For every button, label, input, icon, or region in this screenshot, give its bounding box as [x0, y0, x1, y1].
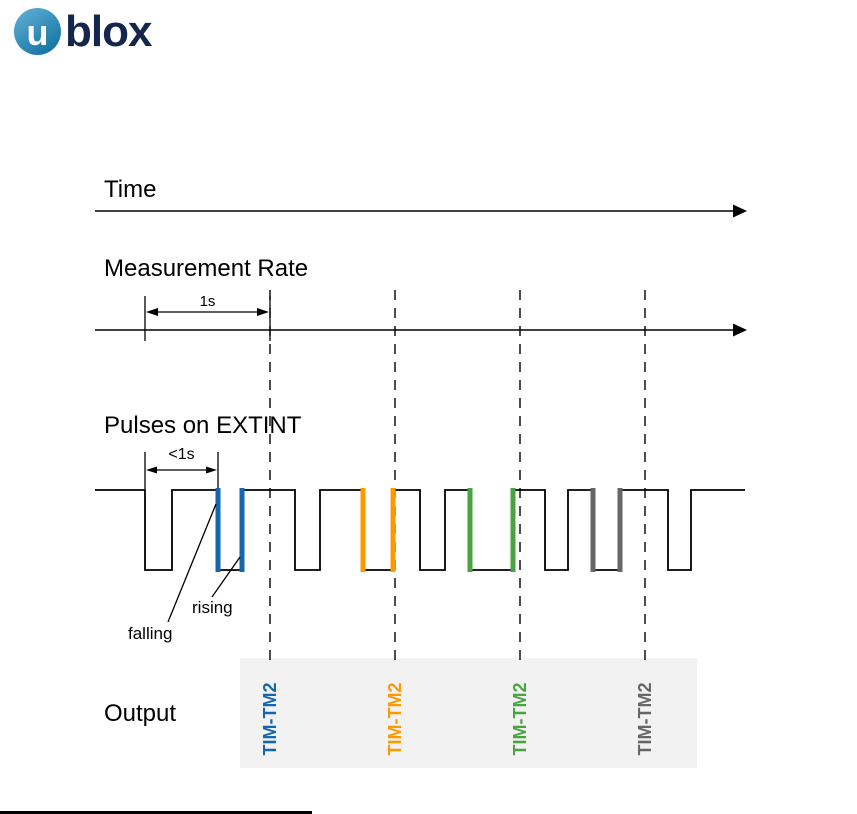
sub-second-right-arrowhead-icon [206, 466, 217, 474]
output-band [240, 658, 697, 768]
sub-second-left-arrowhead-icon [146, 466, 157, 474]
one-second-dimension-arrow [146, 308, 269, 316]
rising-leader-line [211, 556, 241, 598]
output-marker-tim-tm2-1: TIM-TM2 [260, 682, 280, 756]
highlighted-pulse-edges [215, 488, 623, 572]
output-marker-tim-tm2-4: TIM-TM2 [635, 682, 655, 756]
pulses-on-extint-label: Pulses on EXTINT [104, 412, 302, 439]
edge-leader-lines [167, 503, 241, 623]
output-marker-tim-tm2-2: TIM-TM2 [385, 682, 405, 756]
sub-second-dimension-arrow [144, 452, 219, 489]
time-arrowhead-icon [733, 204, 747, 218]
page-bottom-rule [0, 811, 312, 814]
ublox-logo-wordmark: blox [65, 7, 152, 56]
time-axis-arrow [95, 204, 747, 218]
falling-leader-line [167, 503, 217, 623]
one-second-right-arrowhead-icon [257, 308, 269, 316]
one-second-interval-label: 1s [199, 293, 216, 310]
ublox-logo-letter: u [26, 12, 49, 53]
one-second-left-arrowhead-icon [146, 308, 158, 316]
sub-second-interval-label: <1s [168, 446, 195, 463]
measurement-rate-label: Measurement Rate [104, 255, 309, 282]
time-label: Time [104, 176, 157, 203]
falling-edge-label: falling [128, 624, 173, 643]
epoch-dashed-lines [269, 290, 646, 668]
measurement-rate-arrow [95, 296, 747, 341]
extint-waveform [95, 489, 745, 571]
output-label: Output [104, 700, 177, 727]
ublox-logo-circle-icon: u [14, 8, 61, 55]
rising-edge-label: rising [192, 598, 233, 617]
ublox-logo: u blox [14, 7, 152, 56]
measurement-rate-arrowhead-icon [733, 323, 747, 337]
output-marker-tim-tm2-3: TIM-TM2 [510, 682, 530, 756]
